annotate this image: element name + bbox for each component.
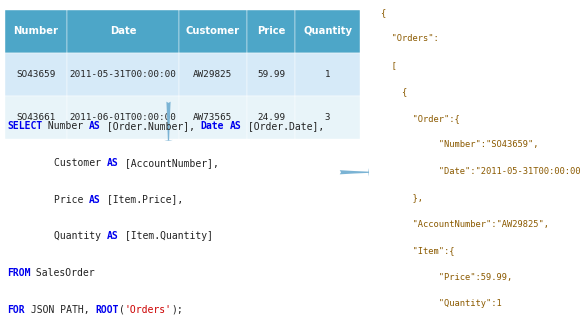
Text: SO43661: SO43661 — [16, 113, 55, 122]
Text: [Order.Date],: [Order.Date], — [242, 121, 324, 131]
Bar — [295, 10, 360, 53]
Text: 24.99: 24.99 — [257, 113, 285, 122]
Text: AS: AS — [107, 158, 119, 168]
Bar — [5, 96, 67, 139]
Text: "AccountNumber":"AW29825",: "AccountNumber":"AW29825", — [381, 220, 548, 229]
Text: (: ( — [119, 305, 124, 315]
Text: Date: Date — [201, 121, 224, 131]
Text: [: [ — [381, 61, 396, 70]
Text: [Item.Quantity]: [Item.Quantity] — [119, 231, 213, 241]
Bar — [295, 96, 360, 139]
Text: Customer: Customer — [186, 26, 240, 36]
Text: "Price":59.99,: "Price":59.99, — [381, 273, 512, 282]
Bar — [67, 10, 179, 53]
Bar — [247, 53, 295, 96]
Text: "Date":"2011-05-31T00:00:00": "Date":"2011-05-31T00:00:00" — [381, 167, 581, 176]
Text: [AccountNumber],: [AccountNumber], — [119, 158, 218, 168]
Text: JSON PATH,: JSON PATH, — [24, 305, 95, 315]
Text: {: { — [381, 87, 407, 96]
Text: AS: AS — [89, 121, 101, 131]
Text: 'Orders': 'Orders' — [124, 305, 171, 315]
Text: Price: Price — [7, 195, 89, 204]
Text: "Number":"SO43659",: "Number":"SO43659", — [381, 140, 538, 149]
Bar — [247, 96, 295, 139]
Text: {: { — [381, 8, 386, 17]
Text: );: ); — [171, 305, 183, 315]
Text: Customer: Customer — [7, 158, 107, 168]
Text: Quantity: Quantity — [303, 26, 352, 36]
Bar — [67, 96, 179, 139]
Text: SELECT: SELECT — [7, 121, 42, 131]
Text: 3: 3 — [325, 113, 331, 122]
Text: },: }, — [381, 193, 422, 202]
Text: AS: AS — [107, 231, 119, 241]
Text: 2011-05-31T00:00:00: 2011-05-31T00:00:00 — [70, 70, 176, 79]
Text: AS: AS — [230, 121, 242, 131]
Text: FROM: FROM — [7, 268, 30, 278]
Text: "Quantity":1: "Quantity":1 — [381, 299, 501, 308]
Bar — [179, 53, 247, 96]
Bar — [5, 53, 67, 96]
Bar — [67, 53, 179, 96]
Text: Number: Number — [42, 121, 89, 131]
Text: AW73565: AW73565 — [193, 113, 232, 122]
Text: 1: 1 — [325, 70, 331, 79]
Text: Quantity: Quantity — [7, 231, 107, 241]
Bar — [5, 10, 67, 53]
Text: AS: AS — [89, 195, 101, 204]
Text: Date: Date — [110, 26, 136, 36]
Text: ROOT: ROOT — [95, 305, 119, 315]
Text: [Order.Number],: [Order.Number], — [101, 121, 201, 131]
Text: "Orders":: "Orders": — [381, 34, 438, 43]
Text: Price: Price — [257, 26, 285, 36]
Text: 2011-06-01T00:00:00: 2011-06-01T00:00:00 — [70, 113, 176, 122]
Text: Number: Number — [13, 26, 58, 36]
Bar — [179, 10, 247, 53]
Bar — [247, 10, 295, 53]
Text: 59.99: 59.99 — [257, 70, 285, 79]
Text: "Item":{: "Item":{ — [381, 246, 454, 255]
Text: FOR: FOR — [7, 305, 24, 315]
Text: [Item.Price],: [Item.Price], — [101, 195, 183, 204]
Bar — [179, 96, 247, 139]
Bar — [295, 53, 360, 96]
Text: AW29825: AW29825 — [193, 70, 232, 79]
Text: "Order":{: "Order":{ — [381, 114, 460, 123]
Text: SalesOrder: SalesOrder — [30, 268, 95, 278]
Text: SO43659: SO43659 — [16, 70, 55, 79]
